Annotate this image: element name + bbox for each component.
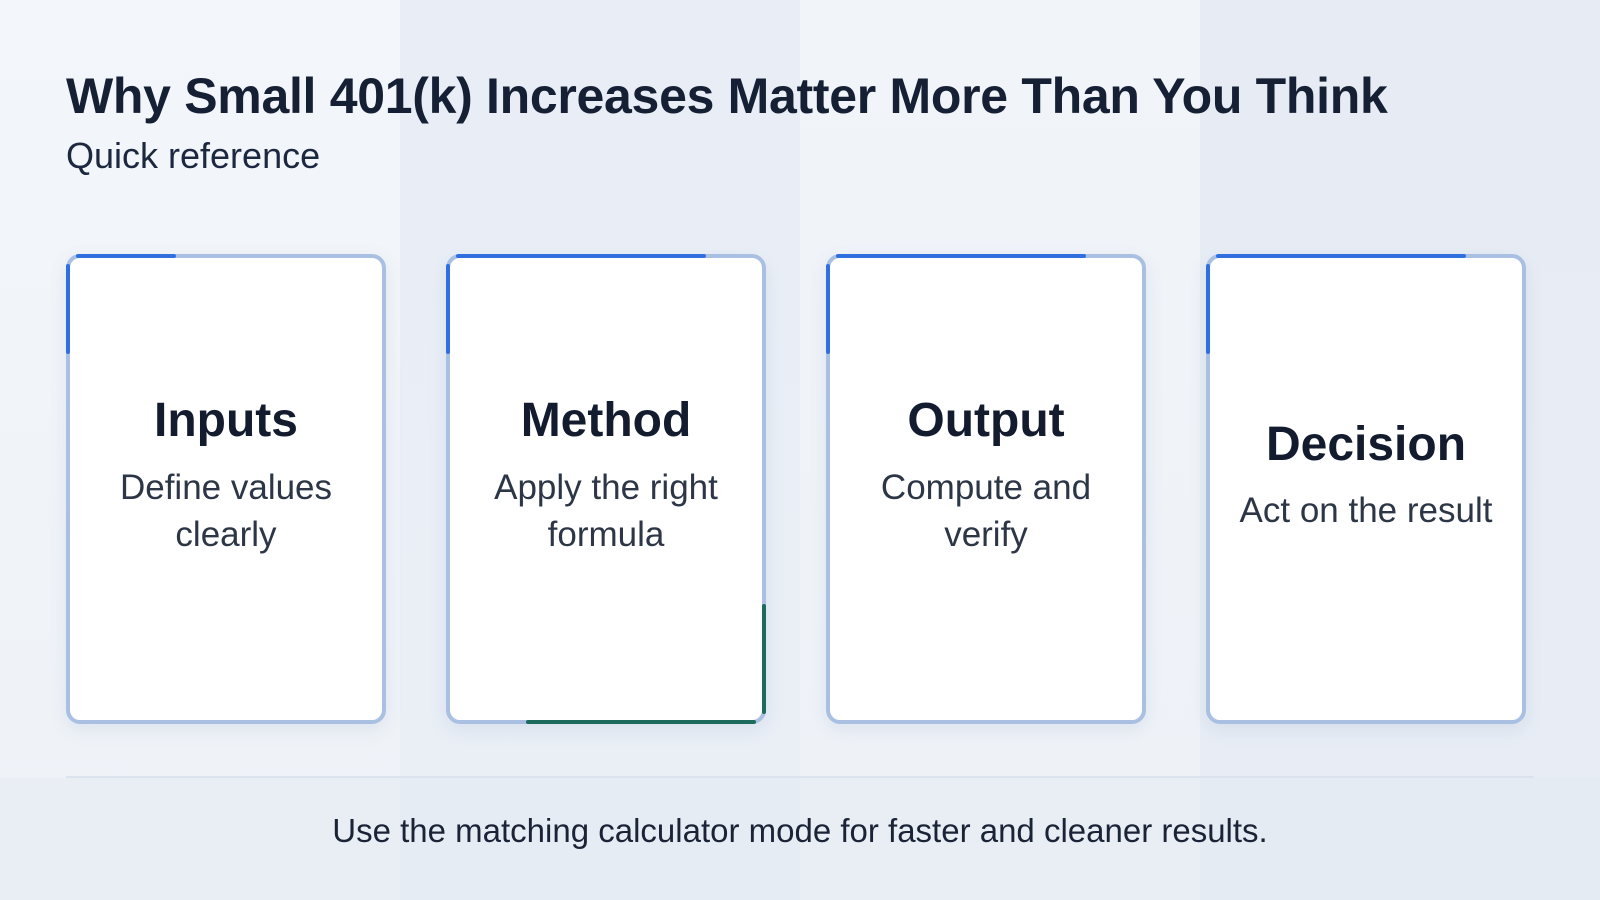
footer-note: Use the matching calculator mode for fas…	[332, 812, 1268, 849]
card-accent-bottom	[526, 720, 756, 724]
card-accent-top	[76, 254, 176, 258]
card-accent-right	[762, 604, 766, 714]
footer-band	[0, 778, 1600, 900]
divider	[66, 776, 1534, 778]
card-description: Compute and verify	[880, 467, 1092, 554]
card-accent-top	[836, 254, 1086, 258]
card-decision: Decision Act on the result	[1206, 254, 1526, 724]
card-description: Define values clearly	[119, 467, 333, 554]
card-inputs: Inputs Define values clearly	[66, 254, 386, 724]
card-title: Output	[907, 393, 1065, 447]
page-title: Why Small 401(k) Increases Matter More T…	[66, 68, 1388, 124]
card-accent-left	[826, 264, 830, 354]
card-description: Apply the right formula	[494, 467, 718, 554]
card-title: Method	[520, 393, 692, 447]
card-title: Decision	[1265, 417, 1467, 471]
card-accent-top	[1216, 254, 1466, 258]
card-description: Act on the result	[1239, 491, 1493, 531]
card-accent-top	[456, 254, 706, 258]
card-accent-left	[66, 264, 70, 354]
header: Why Small 401(k) Increases Matter More T…	[66, 66, 1540, 177]
card-output: Output Compute and verify	[826, 254, 1146, 724]
page-subtitle: Quick reference	[66, 135, 321, 176]
card-method: Method Apply the right formula	[446, 254, 766, 724]
card-row: Inputs Define values clearly Method Appl…	[66, 254, 1534, 732]
card-title: Inputs	[154, 393, 298, 447]
card-accent-left	[446, 264, 450, 354]
card-accent-left	[1206, 264, 1210, 354]
